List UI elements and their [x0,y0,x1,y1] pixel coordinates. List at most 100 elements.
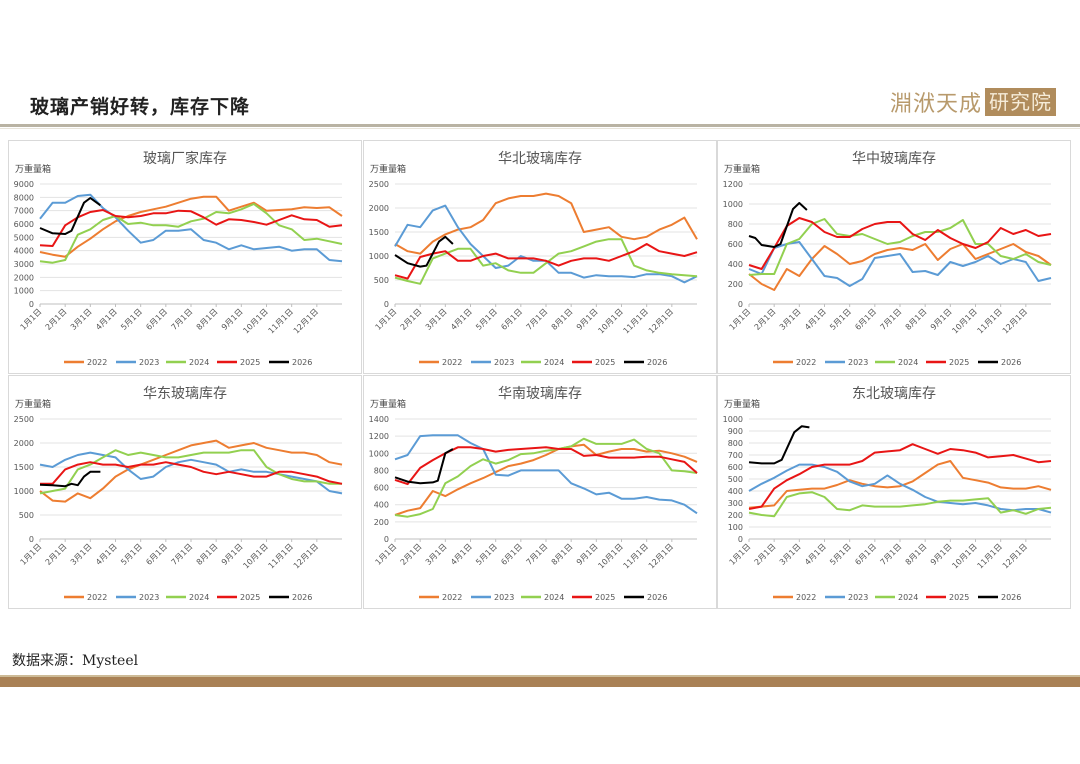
chart-title: 华北玻璃库存 [498,150,582,167]
y-tick-label: 1500 [369,228,389,237]
x-tick-label: 7月1日 [525,542,550,567]
x-tick-label: 4月1日 [449,542,474,567]
y-tick-label: 1000 [723,415,743,424]
y-tick-label: 4000 [14,247,34,256]
legend-label: 2026 [647,358,667,367]
x-tick-label: 8月1日 [550,542,575,567]
legend-label: 2022 [796,593,816,602]
y-tick-label: 200 [728,511,743,520]
y-tick-label: 600 [728,240,743,249]
chart-panel-factory-inventory: 玻璃厂家库存 万重量箱 0 1000 2000 3000 4000 5000 6000 7000 8… [8,140,362,374]
y-tick-label: 500 [19,511,34,520]
legend-item-2026: 2026 [624,593,667,602]
y-tick-label: 2500 [369,180,389,189]
x-tick-label: 6月1日 [144,307,169,332]
y-tick-label: 1200 [723,180,743,189]
x-tick-label: 7月1日 [170,307,195,332]
x-tick-label: 1月1日 [728,307,753,332]
y-tick-label: 1200 [369,432,389,441]
legend-label: 2023 [494,593,514,602]
legend-label: 2023 [848,593,868,602]
footer-bar [0,677,1080,687]
logo-badge: 研究院 [985,88,1056,116]
series-line-2025 [394,243,698,280]
x-tick-label: 5月1日 [828,542,853,567]
legend-label: 2024 [544,593,564,602]
legend-item-2022: 2022 [419,593,462,602]
y-tick-label: 2000 [14,439,34,448]
legend-item-2022: 2022 [419,358,462,367]
series-line-2022 [394,192,698,255]
logo-text: 淵洑天成 [889,92,982,117]
data-source: 数据来源：Mysteel [12,653,139,669]
footer-line [0,675,1080,677]
series-line-2023 [748,241,1052,287]
x-tick-label: 2月1日 [44,307,69,332]
series-line-2026 [39,197,101,235]
y-tick-label: 5000 [14,233,34,242]
y-tick-label: 700 [728,451,743,460]
x-tick-label: 7月1日 [525,307,550,332]
header-divider-thin [0,128,1080,129]
series-line-2025 [40,461,343,485]
y-tick-label: 300 [728,499,743,508]
legend-label: 2023 [139,593,159,602]
legend-label: 2024 [189,358,209,367]
x-tick-label: 6月1日 [499,307,524,332]
y-tick-label: 0 [29,300,34,309]
series-line-2022 [748,243,1052,291]
legend-label: 2026 [1001,593,1021,602]
legend-item-2023: 2023 [825,358,868,367]
legend-item-2025: 2025 [217,593,260,602]
legend-label: 2025 [595,358,615,367]
x-tick-label: 11月1日 [622,542,650,570]
legend-label: 2022 [87,593,107,602]
legend-item-2024: 2024 [875,593,918,602]
legend-label: 2026 [292,593,312,602]
x-tick-label: 5月1日 [474,542,499,567]
chart-title: 华南玻璃库存 [498,385,582,402]
legend-label: 2025 [595,593,615,602]
y-tick-label: 2500 [14,415,34,424]
series-line-2023 [394,434,698,515]
series-line-2022 [39,439,343,503]
x-tick-label: 8月1日 [904,307,929,332]
y-tick-label: 2000 [369,204,389,213]
y-tick-label: 100 [728,523,743,532]
chart-panel-north-china: 华北玻璃库存 万重量箱 0 500 1000 1500 2000 2500 1月1日 2月1日 3月… [363,140,717,374]
chart-panel-east-china: 华东玻璃库存 万重量箱 0 500 1000 1500 2000 2500 1月1日 2月1日 3月… [8,375,362,609]
legend-label: 2026 [292,358,312,367]
legend-label: 2022 [796,358,816,367]
x-tick-label: 6月1日 [499,542,524,567]
x-tick-label: 11月1日 [976,542,1004,570]
y-tick-label: 1000 [369,449,389,458]
x-tick-label: 2月1日 [44,542,69,567]
x-tick-label: 2月1日 [399,542,424,567]
x-tick-label: 10月1日 [950,542,978,570]
y-tick-label: 1400 [369,415,389,424]
x-tick-label: 3月1日 [778,307,803,332]
legend-label: 2025 [949,358,969,367]
y-axis-unit: 万重量箱 [370,163,406,175]
series-line-2022 [748,460,1052,509]
legend-label: 2023 [848,358,868,367]
y-tick-label: 0 [738,300,743,309]
series-line-2026 [39,470,101,488]
x-tick-label: 11月1日 [267,542,295,570]
x-tick-label: 5月1日 [474,307,499,332]
series-line-2024 [748,491,1052,518]
y-tick-label: 900 [728,427,743,436]
legend-item-2024: 2024 [166,358,209,367]
legend-item-2026: 2026 [269,593,312,602]
x-tick-label: 4月1日 [449,307,474,332]
chart-panel-central-china: 华中玻璃库存 万重量箱 0 200 400 600 800 1000 1200 1月1日 2月1日 3… [717,140,1071,374]
legend-item-2024: 2024 [521,358,564,367]
x-tick-label: 4月1日 [803,307,828,332]
x-tick-label: 4月1日 [94,542,119,567]
series-line-2026 [748,425,810,465]
x-tick-label: 12月1日 [1001,307,1029,335]
x-tick-label: 8月1日 [904,542,929,567]
y-axis-unit: 万重量箱 [370,398,406,410]
